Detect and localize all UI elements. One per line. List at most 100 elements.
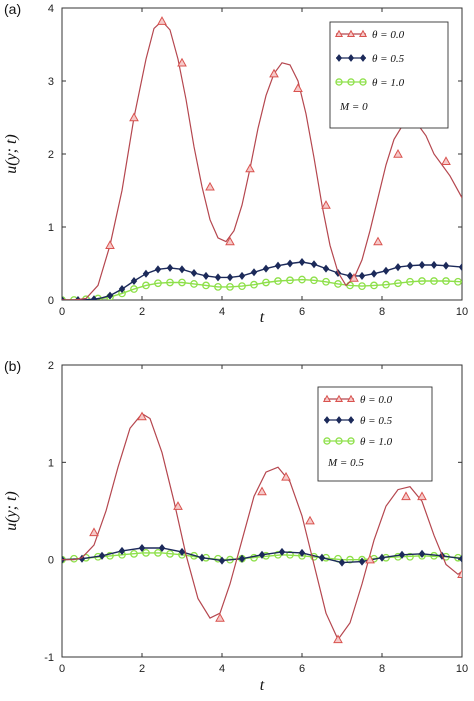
data-point [322,264,330,273]
data-point [310,276,318,285]
data-point [98,551,106,560]
data-point [286,550,294,559]
data-point [382,266,390,275]
data-point [238,282,246,291]
data-point [202,271,210,280]
data-point [454,277,462,286]
legend-entry-label: θ = 0.5 [360,415,393,427]
data-point [393,148,403,158]
data-point [293,83,303,92]
data-point [406,277,414,286]
x-axis-label: t [260,309,265,326]
data-point [262,278,270,287]
data-point [62,295,66,300]
data-point [305,515,315,525]
legend-entry-label: θ = 0.5 [372,53,405,65]
data-point [89,527,99,537]
data-point [365,554,375,564]
data-point [274,277,282,285]
data-point [166,549,174,558]
data-point [158,543,166,553]
data-point [338,558,346,567]
data-point [105,240,115,249]
y-tick-label: 2 [48,360,54,372]
data-point [310,260,318,269]
data-point [358,557,366,566]
y-tick-label: 4 [48,3,54,15]
legend-swatch-marker [347,437,355,445]
legend-swatch-marker [335,54,343,62]
y-tick-label: 1 [48,457,54,469]
x-tick-label: 4 [219,306,225,318]
series-group [62,411,462,644]
legend-note: M = 0.5 [327,457,364,469]
data-point [406,261,414,270]
data-point [238,271,246,280]
data-point [398,550,406,559]
data-point [138,543,146,553]
data-point [441,156,451,165]
data-point [458,554,462,563]
data-point [129,112,139,122]
data-point [394,263,402,272]
legend-entry-label: θ = 1.0 [372,77,405,89]
data-point [250,553,258,562]
data-point [417,491,427,501]
data-point [298,257,306,267]
data-point [250,280,258,289]
legend: θ = 0.0 θ = 0.5 θ = 1.0 M = 0.5 [317,386,433,482]
y-tick-label: 0 [48,555,54,567]
data-point [262,264,270,273]
legend-swatch-marker [322,394,332,403]
legend: θ = 0.0 θ = 0.5 θ = 1.0 M = 0 [329,21,449,129]
panel-label: (a) [4,1,21,17]
data-point [378,553,386,562]
data-point [257,486,267,496]
x-tick-label: 4 [219,663,225,675]
legend-swatch-marker [334,29,344,38]
data-point [178,278,186,287]
data-point [370,269,378,278]
data-point [154,548,162,557]
data-point [286,276,294,285]
data-point [142,269,150,278]
legend-entry-label: θ = 0.0 [372,29,405,41]
legend-swatch-marker [358,29,368,38]
data-point [118,546,126,555]
legend-note: M = 0 [339,101,368,113]
x-tick-label: 6 [299,306,305,318]
data-point [190,280,198,288]
x-tick-label: 10 [456,306,468,318]
y-axis-label: u(y; t) [3,134,20,174]
data-point [142,548,150,557]
x-tick-label: 2 [139,306,145,318]
legend-swatch-marker [359,78,367,86]
legend-swatch-marker [335,78,343,86]
series-group [62,275,462,300]
data-point [318,553,326,562]
legend-swatch-marker [334,394,344,403]
data-point [442,277,450,285]
data-point [226,273,234,282]
data-point [346,271,354,280]
data-point [298,275,306,284]
series-line [62,278,462,300]
data-point [458,263,462,272]
data-point [173,501,183,510]
legend-entry-label: θ = 1.0 [360,436,393,448]
x-tick-label: 8 [379,663,385,675]
y-tick-label: 2 [48,149,54,161]
legend-swatch-marker [323,416,331,424]
series-group [62,543,462,567]
y-tick-label: -1 [44,652,54,664]
data-point [358,282,366,291]
legend-swatch-marker [346,29,356,38]
x-tick-label: 10 [456,663,468,675]
data-point [154,279,162,288]
data-point [157,16,167,25]
data-point [90,295,98,300]
data-point [178,547,186,556]
data-point [430,260,438,270]
